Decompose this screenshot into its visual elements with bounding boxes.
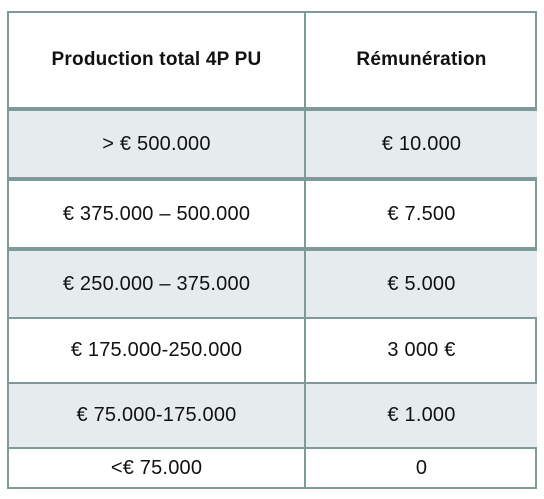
table-row: € 75.000-175.000 € 1.000: [9, 383, 537, 448]
cell-remuneration: 3 000 €: [387, 339, 456, 361]
cell-production: € 175.000-250.000: [9, 318, 306, 383]
table-row: > € 500.000 € 10.000: [9, 109, 537, 179]
cell-remuneration: € 1.000: [305, 383, 537, 448]
remuneration-grid: Production total 4P PU Rémunération > € …: [9, 13, 537, 487]
table-row: € 250.000 – 375.000 € 5.000: [9, 249, 537, 318]
cell-production: € 375.000 – 500.000: [9, 179, 306, 249]
table-row: € 175.000-250.000 3 000 €: [9, 318, 537, 383]
table-row: <€ 75.000 0: [9, 448, 537, 487]
cell-production: <€ 75.000: [9, 448, 306, 487]
header-production: Production total 4P PU: [9, 13, 306, 109]
cell-remuneration: € 5.000: [305, 249, 537, 318]
cell-remuneration: € 10.000: [305, 109, 537, 179]
cell-remuneration: € 7.500: [387, 202, 456, 225]
cell-production: € 250.000 – 375.000: [9, 249, 306, 318]
header-row: Production total 4P PU Rémunération: [9, 13, 537, 109]
header-remuneration: Rémunération: [356, 49, 487, 70]
cell-production: € 75.000-175.000: [9, 383, 306, 448]
table-row: € 375.000 – 500.000 € 7.500: [9, 179, 537, 249]
cell-production: > € 500.000: [9, 109, 306, 179]
cell-remuneration: 0: [415, 456, 428, 479]
remuneration-table: Production total 4P PU Rémunération > € …: [7, 11, 537, 489]
